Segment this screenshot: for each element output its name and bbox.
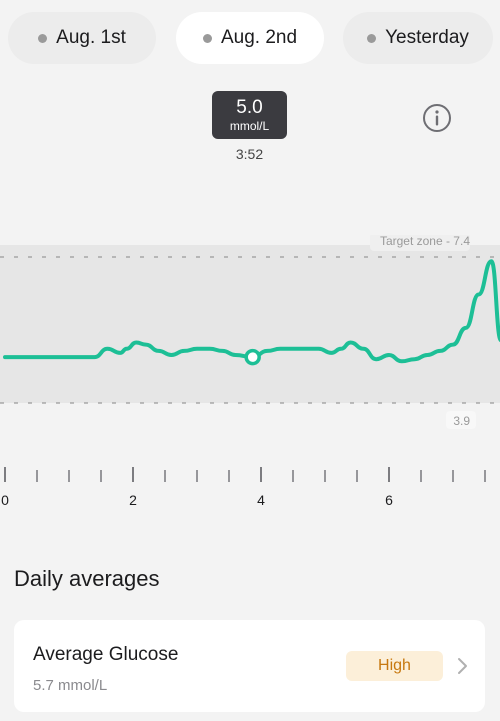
- dot-icon: [202, 33, 212, 43]
- x-axis-tick-label: 2: [129, 492, 137, 508]
- reading-time: 3:52: [235, 146, 264, 162]
- dot-icon: [38, 33, 48, 43]
- lower-label: 3.9: [453, 414, 470, 428]
- date-tab-label: Yesterday: [385, 27, 469, 48]
- x-axis-labels: 0 2 4 6: [1, 492, 393, 508]
- x-axis-ticks: [4, 467, 486, 482]
- date-tab-label: Aug. 2nd: [220, 27, 298, 48]
- date-tab-yesterday[interactable]: Yesterday: [343, 12, 493, 64]
- average-glucose-card[interactable]: Average Glucose 5.7 mmol/L High: [14, 620, 485, 712]
- daily-averages-title: Daily averages: [14, 566, 160, 591]
- reading-tooltip: 5.0 mmol/L: [212, 91, 287, 139]
- dot-icon: [367, 33, 377, 43]
- date-tab-aug-1st[interactable]: Aug. 1st: [8, 12, 156, 64]
- date-tab-label: Aug. 1st: [56, 27, 126, 48]
- x-axis-tick-label: 0: [1, 492, 9, 508]
- reading-unit: mmol/L: [229, 118, 270, 133]
- date-tab-aug-2nd[interactable]: Aug. 2nd: [176, 12, 324, 64]
- lower-label-bg: [446, 411, 476, 429]
- reading-value: 5.0: [236, 96, 263, 118]
- target-zone-label: Target zone - 7.4: [380, 235, 470, 248]
- date-tabs: Aug. 1st Aug. 2nd Yesterday: [0, 12, 500, 64]
- info-button[interactable]: [422, 103, 452, 133]
- x-axis-tick-label: 4: [257, 492, 265, 508]
- glucose-series-line: [3, 259, 500, 364]
- chevron-right-icon: [458, 658, 467, 674]
- selected-reading-marker[interactable]: [244, 348, 261, 366]
- status-badge: High: [346, 651, 443, 681]
- x-axis-tick-label: 6: [385, 492, 393, 508]
- info-circle-icon: [423, 104, 451, 132]
- card-value: 5.7 mmol/L: [33, 677, 108, 694]
- glucose-chart[interactable]: Target zone - 7.4 3.9 0 2 4 6: [0, 235, 500, 520]
- card-title: Average Glucose: [33, 644, 179, 665]
- target-zone-band: [0, 245, 500, 403]
- upper-label-bg: [370, 235, 470, 251]
- glucose-chart-svg: Target zone - 7.4 3.9 0 2 4 6: [0, 235, 500, 508]
